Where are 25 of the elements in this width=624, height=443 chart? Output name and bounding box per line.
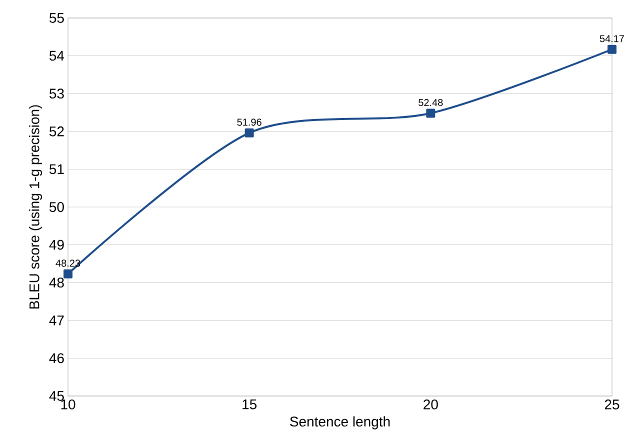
y-tick-label: 46 [49, 353, 64, 364]
point [426, 108, 436, 118]
y-tick-label: 50 [49, 202, 64, 212]
data-label: 54.17 [600, 35, 624, 42]
y-tick-label: 48 [49, 278, 64, 288]
y-tick-label: 51 [49, 164, 64, 174]
y-tick-label: 49 [49, 240, 64, 250]
y-tick-label: 45 [49, 391, 64, 401]
data-label: 52.48 [418, 98, 443, 106]
data-label: 51.96 [237, 118, 262, 126]
x-tick-label: 10 [61, 400, 76, 410]
y-tick-label: 53 [49, 88, 64, 99]
y-tick-label: 54 [49, 50, 64, 61]
y-tick-label: 47 [49, 316, 64, 326]
point [608, 44, 616, 54]
y-axis-title: BLEU score (using 1-g precision) [29, 105, 42, 309]
x-tick-label: 20 [424, 400, 438, 410]
data-label: 48.23 [56, 260, 80, 267]
x-axis-title: Sentence length [290, 416, 390, 430]
y-tick-label: 52 [49, 126, 64, 136]
x-tick-label: 25 [604, 400, 620, 410]
x-tick-label: 15 [242, 400, 257, 410]
point [244, 128, 254, 138]
point [64, 269, 72, 278]
y-tick-label: 55 [49, 13, 64, 23]
